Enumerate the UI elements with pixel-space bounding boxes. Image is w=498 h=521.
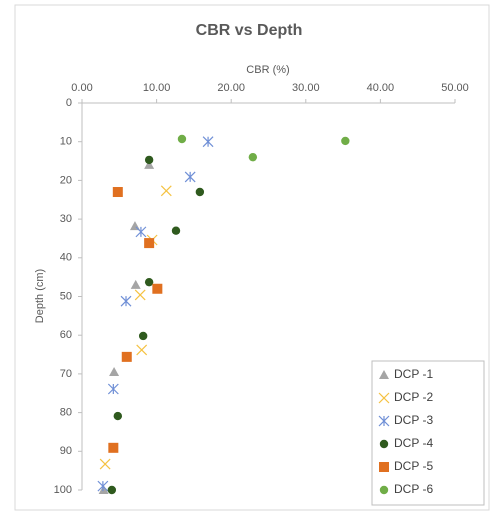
marker-asterisk bbox=[97, 480, 109, 492]
marker-square bbox=[152, 283, 163, 294]
marker-triangle bbox=[130, 279, 141, 289]
marker-asterisk bbox=[184, 171, 196, 183]
y-tick-label: 70 bbox=[60, 368, 72, 380]
marker-circle bbox=[138, 331, 148, 341]
y-tick-label: 20 bbox=[60, 174, 72, 186]
y-tick-label: 100 bbox=[54, 484, 72, 496]
marker-circle bbox=[107, 485, 117, 495]
y-tick-label: 10 bbox=[60, 136, 72, 148]
marker-cross bbox=[134, 289, 146, 301]
marker-asterisk bbox=[135, 226, 147, 238]
marker-circle bbox=[379, 439, 389, 449]
marker-cross bbox=[378, 392, 390, 404]
marker-triangle bbox=[109, 366, 120, 376]
marker-square bbox=[121, 351, 132, 362]
marker-circle bbox=[171, 226, 181, 235]
x-tick-label: 10.00 bbox=[143, 82, 171, 94]
marker-triangle bbox=[144, 159, 155, 169]
y-tick-label: 90 bbox=[60, 445, 72, 457]
x-tick-label: 30.00 bbox=[292, 82, 320, 94]
y-tick-label: 80 bbox=[60, 407, 72, 419]
y-tick-label: 50 bbox=[60, 290, 72, 302]
chart-title: CBR vs Depth bbox=[196, 22, 303, 39]
marker-asterisk bbox=[120, 295, 132, 307]
y-tick-label: 30 bbox=[60, 213, 72, 225]
y-axis-label: Depth (cm) bbox=[34, 269, 46, 323]
x-tick-label: 50.00 bbox=[441, 82, 469, 94]
marker-circle bbox=[144, 277, 154, 287]
marker-circle bbox=[248, 152, 258, 162]
y-tick-label: 60 bbox=[60, 329, 72, 341]
marker-asterisk bbox=[107, 383, 119, 395]
legend-label: DCP -4 bbox=[394, 436, 433, 450]
marker-square bbox=[112, 187, 123, 198]
x-tick-label: 20.00 bbox=[217, 82, 245, 94]
marker-square bbox=[108, 442, 119, 453]
marker-circle bbox=[113, 411, 123, 421]
marker-triangle bbox=[98, 485, 109, 494]
y-tick-label: 0 bbox=[66, 97, 72, 109]
marker-cross bbox=[99, 458, 111, 470]
marker-circle bbox=[144, 155, 154, 165]
marker-square bbox=[144, 238, 155, 249]
legend-label: DCP -1 bbox=[394, 367, 433, 381]
marker-triangle bbox=[379, 370, 389, 379]
marker-circle bbox=[379, 485, 389, 495]
legend-box bbox=[371, 360, 485, 506]
x-axis-label: CBR (%) bbox=[246, 64, 289, 76]
legend-label: DCP -6 bbox=[394, 482, 433, 496]
legend-label: DCP -2 bbox=[394, 390, 433, 404]
marker-cross bbox=[160, 185, 172, 197]
legend-label: DCP -5 bbox=[394, 459, 433, 473]
y-tick-label: 40 bbox=[60, 252, 72, 264]
marker-circle bbox=[195, 187, 205, 197]
marker-circle bbox=[177, 134, 187, 144]
marker-asterisk bbox=[202, 136, 214, 148]
x-tick-label: 0.00 bbox=[71, 82, 92, 94]
x-tick-label: 40.00 bbox=[367, 82, 395, 94]
marker-asterisk bbox=[378, 415, 390, 427]
marker-square bbox=[379, 462, 389, 472]
marker-circle bbox=[341, 136, 350, 146]
legend-label: DCP -3 bbox=[394, 413, 433, 427]
marker-cross bbox=[136, 344, 148, 356]
